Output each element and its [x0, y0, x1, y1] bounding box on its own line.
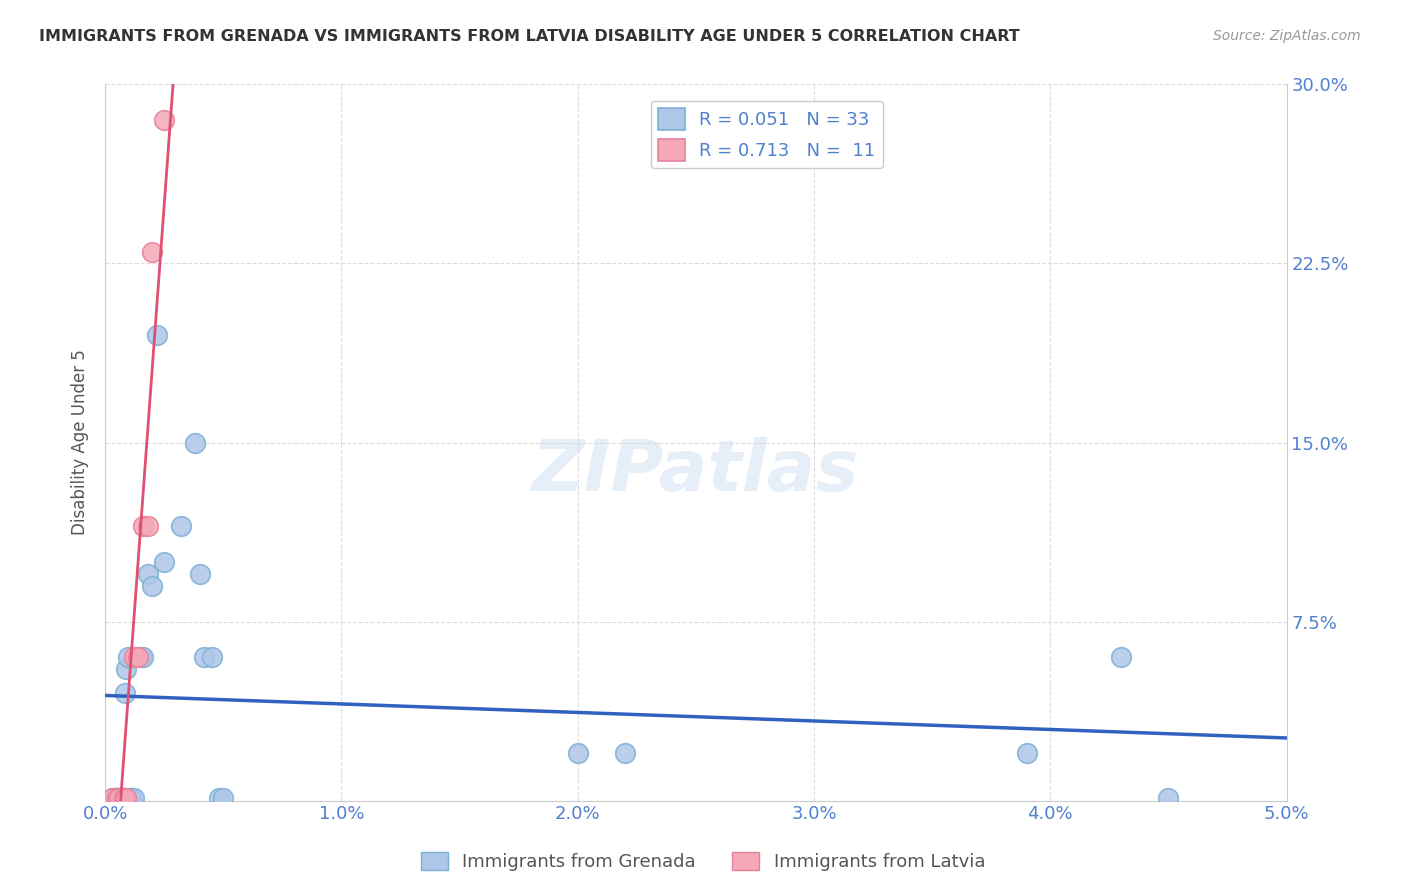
Point [105, 791, 128, 805]
Text: ZIPatlas: ZIPatlas [533, 437, 859, 506]
Point [1157, 791, 1180, 805]
Point [114, 686, 136, 700]
Point [105, 791, 128, 805]
Point [1015, 746, 1038, 760]
Point [132, 650, 155, 665]
Point [184, 435, 207, 450]
Point [122, 791, 145, 805]
Point [207, 791, 229, 805]
Point [112, 791, 135, 805]
Point [153, 555, 176, 569]
Point [103, 791, 125, 805]
Point [188, 566, 211, 581]
Point [111, 791, 134, 805]
Point [1109, 650, 1132, 665]
Point [129, 650, 152, 665]
Point [112, 791, 135, 805]
Point [136, 566, 159, 581]
Point [108, 791, 131, 805]
Legend: Immigrants from Grenada, Immigrants from Latvia: Immigrants from Grenada, Immigrants from… [413, 845, 993, 879]
Point [153, 113, 176, 128]
Point [193, 650, 215, 665]
Point [110, 791, 132, 805]
Point [141, 579, 163, 593]
Point [200, 650, 222, 665]
Point [146, 328, 169, 343]
Point [170, 519, 193, 533]
Point [127, 650, 149, 665]
Point [112, 791, 135, 805]
Point [117, 650, 139, 665]
Point [132, 519, 155, 533]
Point [567, 746, 589, 760]
Legend: R = 0.051   N = 33, R = 0.713   N =  11: R = 0.051 N = 33, R = 0.713 N = 11 [651, 101, 883, 169]
Point [122, 650, 145, 665]
Point [108, 791, 131, 805]
Point [115, 662, 138, 676]
Text: IMMIGRANTS FROM GRENADA VS IMMIGRANTS FROM LATVIA DISABILITY AGE UNDER 5 CORRELA: IMMIGRANTS FROM GRENADA VS IMMIGRANTS FR… [39, 29, 1021, 44]
Point [212, 791, 235, 805]
Point [115, 791, 138, 805]
Y-axis label: Disability Age Under 5: Disability Age Under 5 [72, 350, 89, 535]
Point [614, 746, 637, 760]
Point [120, 791, 142, 805]
Point [141, 244, 163, 259]
Point [136, 519, 159, 533]
Text: Source: ZipAtlas.com: Source: ZipAtlas.com [1213, 29, 1361, 43]
Point [118, 791, 141, 805]
Point [104, 791, 127, 805]
Point [107, 791, 129, 805]
Point [101, 791, 124, 805]
